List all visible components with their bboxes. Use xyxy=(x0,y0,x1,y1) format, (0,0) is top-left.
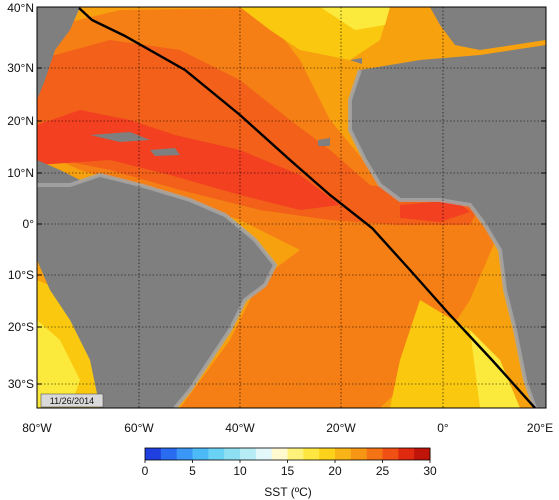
land-north-america xyxy=(37,7,80,100)
land-iberia xyxy=(430,7,546,50)
colorbar-tick-label: 15 xyxy=(281,464,295,478)
colorbar-tick-label: 0 xyxy=(142,464,149,478)
sea-guinea-hot xyxy=(400,200,470,222)
colorbar-segment xyxy=(366,448,383,460)
colorbar-tick-label: 20 xyxy=(328,464,342,478)
date-stamp-box xyxy=(40,393,104,408)
colorbar-tick-label: 25 xyxy=(376,464,390,478)
lat-label-20s: 20°S xyxy=(8,320,34,334)
colorbar-segment xyxy=(224,448,241,460)
lon-label-40w: 40°W xyxy=(225,421,255,435)
lat-label-0: 0° xyxy=(23,217,35,231)
land-central-america xyxy=(37,160,80,190)
colorbar-title: SST (ºC) xyxy=(264,485,312,499)
colorbar-segment xyxy=(398,448,415,460)
colorbar-segment xyxy=(145,448,162,460)
lat-label-10s: 10°S xyxy=(8,268,34,282)
colorbar-segment xyxy=(303,448,320,460)
lon-label-20w: 20°W xyxy=(326,421,356,435)
colorbar-ticks: 0 5 10 15 20 25 30 xyxy=(142,460,437,478)
colorbar-segment xyxy=(350,448,368,460)
lat-ticks xyxy=(37,67,546,385)
colorbar-segment xyxy=(208,448,225,460)
map-panel xyxy=(37,7,546,408)
colorbar-segment xyxy=(160,448,178,460)
colorbar-segment xyxy=(240,448,257,460)
coastal-shelf xyxy=(37,69,537,408)
colorbar-tick-label: 10 xyxy=(233,464,247,478)
lat-label-10n: 10°N xyxy=(7,166,34,180)
colorbar: 0 5 10 15 20 25 30 SST (ºC) xyxy=(142,447,437,499)
colorbar-segment xyxy=(319,448,336,460)
lat-labels: 40°N 30°N 20°N 10°N 0° 10°S 20°S 30°S xyxy=(7,1,34,391)
land-caribbean-islands xyxy=(90,132,180,156)
lon-label-0: 0° xyxy=(437,421,449,435)
colorbar-segment xyxy=(176,448,193,460)
colorbar-tick-label: 5 xyxy=(189,464,196,478)
colorbar-segment xyxy=(192,448,209,460)
lat-label-20n: 20°N xyxy=(7,114,34,128)
cruise-track-line xyxy=(78,7,536,408)
colorbar-segment xyxy=(255,448,273,460)
colorbar-segment xyxy=(287,448,304,460)
colorbar-segment xyxy=(335,448,352,460)
land-africa xyxy=(350,45,546,408)
date-stamp-text: 11/26/2014 xyxy=(50,396,94,406)
colorbar-segments xyxy=(145,448,431,460)
lat-label-40n: 40°N xyxy=(7,1,34,15)
colorbar-segment xyxy=(382,448,399,460)
date-stamp: 11/26/2014 xyxy=(40,393,104,408)
lon-label-20e: 20°E xyxy=(527,421,553,435)
colorbar-segment xyxy=(271,448,288,460)
lon-labels: 80°W 60°W 40°W 20°W 0° 20°E xyxy=(22,421,553,435)
colorbar-segment xyxy=(414,448,431,460)
colorbar-tick-label: 30 xyxy=(423,464,437,478)
graticule xyxy=(37,7,546,408)
lon-label-80w: 80°W xyxy=(22,421,52,435)
lat-label-30s: 30°S xyxy=(8,377,34,391)
map-frame xyxy=(36,6,547,409)
lon-label-60w: 60°W xyxy=(124,421,154,435)
sea-north-coolest xyxy=(320,7,390,30)
lat-label-30n: 30°N xyxy=(7,61,34,75)
sea-southwest-coolest xyxy=(37,320,80,408)
